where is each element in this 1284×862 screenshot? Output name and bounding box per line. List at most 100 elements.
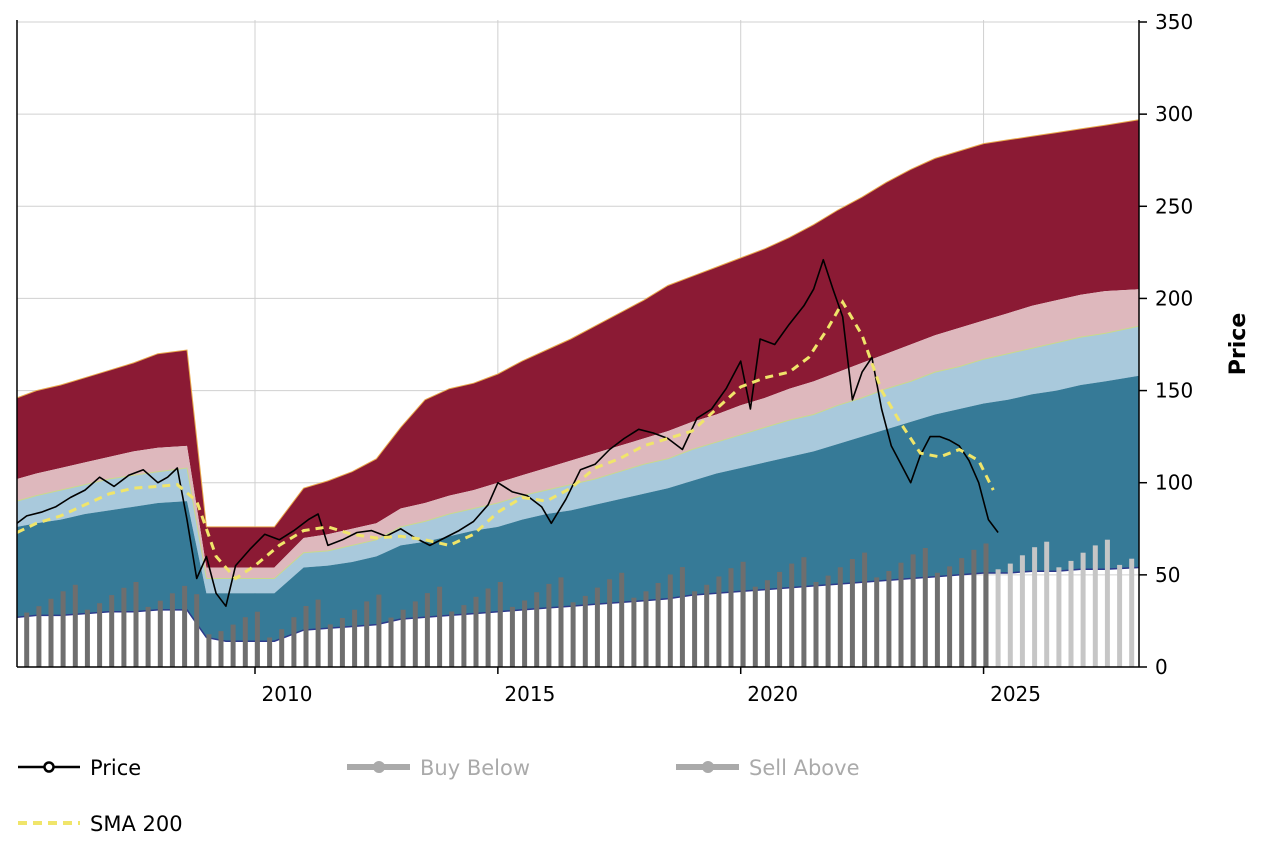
buy-below-bar-65	[813, 582, 819, 667]
price-lines	[16, 258, 999, 607]
legend-label-sell-above: Sell Above	[749, 756, 860, 780]
buy-below-bar-21	[279, 629, 285, 667]
buy-below-bar-13	[182, 585, 188, 667]
buy-below-bar-20	[267, 637, 273, 667]
buy-below-bar-59	[740, 561, 746, 667]
buy-below-bar-43	[546, 583, 552, 667]
y-tick-label-200: 200	[1155, 286, 1193, 310]
buy-below-bar-66	[825, 575, 831, 667]
buy-below-bar-44	[558, 577, 564, 667]
buy-below-bar-39	[497, 582, 503, 667]
buy-below-bar-28	[364, 601, 370, 667]
buy-below-bar-77	[959, 558, 965, 667]
legend-item-sma-200[interactable]: SMA 200	[18, 812, 183, 836]
buy-below-bar-37	[473, 596, 479, 667]
buy-below-bar-36	[461, 605, 467, 667]
buy-below-bar-32	[412, 601, 418, 667]
buy-below-bar-69	[862, 552, 868, 667]
buy-below-bar-11	[157, 600, 163, 667]
buy-below-bar-90	[1117, 564, 1123, 667]
buy-below-bar-14	[194, 594, 200, 667]
buy-below-bar-64	[801, 557, 807, 667]
buy-below-bar-45	[570, 602, 576, 667]
band-undervalued	[17, 375, 1139, 642]
buy-below-bar-4	[72, 584, 78, 667]
buy-below-bar-24	[315, 599, 321, 667]
buy-below-bar-34	[437, 586, 443, 667]
buy-below-bar-3	[60, 591, 66, 667]
y-tick-label-100: 100	[1155, 471, 1193, 495]
buy-below-bar-87	[1080, 552, 1086, 667]
legend-sell-above-marker	[702, 761, 714, 773]
band-high	[17, 289, 1139, 579]
buy-below-bars	[24, 539, 1135, 667]
buy-below-bar-81	[1007, 563, 1013, 667]
y-tick-label-250: 250	[1155, 194, 1193, 218]
buy-below-bar-9	[133, 582, 139, 667]
y-tick-label-150: 150	[1155, 379, 1193, 403]
buy-below-bar-7	[109, 595, 115, 667]
buy-below-bar-16	[218, 631, 224, 667]
buy-below-bar-57	[716, 576, 722, 667]
buy-below-bar-63	[789, 563, 795, 667]
band-fair-high-edge	[16, 325, 1140, 579]
buy-below-bar-76	[947, 566, 953, 667]
buy-below-bar-2	[48, 598, 54, 667]
buy-below-bar-91	[1129, 558, 1135, 667]
buy-below-bar-82	[1019, 555, 1025, 667]
buy-below-bar-73	[910, 554, 916, 667]
legend-label-price: Price	[90, 756, 141, 780]
buy-below-bar-68	[849, 559, 855, 667]
legend-label-buy-below: Buy Below	[420, 756, 530, 780]
buy-below-bar-0	[24, 612, 30, 667]
buy-below-bar-74	[922, 548, 928, 667]
legend-item-buy-below[interactable]: Buy Below	[347, 756, 530, 780]
legend-price-marker	[43, 761, 55, 773]
valuation-bands	[16, 119, 1140, 642]
buy-below-bar-71	[886, 571, 892, 667]
buy-below-bar-27	[352, 609, 358, 667]
buy-below-bar-23	[303, 606, 309, 667]
buy-below-bar-67	[837, 567, 843, 667]
sma-200-line	[16, 299, 995, 581]
buy-below-bar-55	[692, 591, 698, 667]
buy-below-bar-89	[1104, 539, 1110, 667]
buy-below-bar-84	[1044, 541, 1050, 667]
buy-below-bar-17	[230, 624, 236, 667]
legend-item-price[interactable]: Price	[18, 756, 141, 780]
y-axis-title: Price	[1226, 313, 1251, 375]
buy-below-bar-56	[704, 584, 710, 667]
legend-buy-below-marker	[373, 761, 385, 773]
buy-below-bar-62	[777, 571, 783, 667]
buy-below-bar-6	[97, 603, 103, 667]
buy-below-bar-22	[291, 617, 297, 667]
x-axis-ticks: 2010 2015 2020 2025	[254, 667, 1041, 706]
x-tick-label-2010: 2010	[262, 682, 313, 706]
buy-below-bar-88	[1092, 545, 1098, 667]
buy-below-bar-48	[607, 579, 613, 667]
y-tick-label-50: 50	[1155, 563, 1180, 587]
buy-below-bar-75	[934, 572, 940, 667]
band-top-edge	[16, 119, 1140, 528]
buy-below-bar-50	[631, 597, 637, 667]
x-tick-label-2025: 2025	[990, 682, 1041, 706]
y-tick-label-350: 350	[1155, 10, 1193, 34]
buy-below-bar-47	[594, 587, 600, 667]
buy-below-bar-31	[400, 609, 406, 667]
buy-below-bar-10	[145, 606, 151, 667]
buy-below-bar-26	[339, 618, 345, 667]
buy-below-bar-38	[485, 588, 491, 667]
buy-below-bar-42	[534, 592, 540, 667]
buy-below-bar-61	[764, 580, 770, 667]
y-axis-ticks: 0 50 100 150 200 250 300 350	[1139, 10, 1193, 679]
buy-below-bar-70	[874, 577, 880, 667]
buy-below-bar-18	[242, 617, 248, 667]
buy-below-bar-46	[582, 595, 588, 667]
x-tick-label-2015: 2015	[504, 682, 555, 706]
legend-item-sell-above[interactable]: Sell Above	[676, 756, 860, 780]
buy-below-bar-5	[84, 609, 90, 667]
buy-below-bar-25	[327, 624, 333, 667]
buy-below-bar-33	[424, 593, 430, 667]
buy-below-bar-78	[971, 549, 977, 667]
buy-below-bar-8	[121, 587, 127, 667]
